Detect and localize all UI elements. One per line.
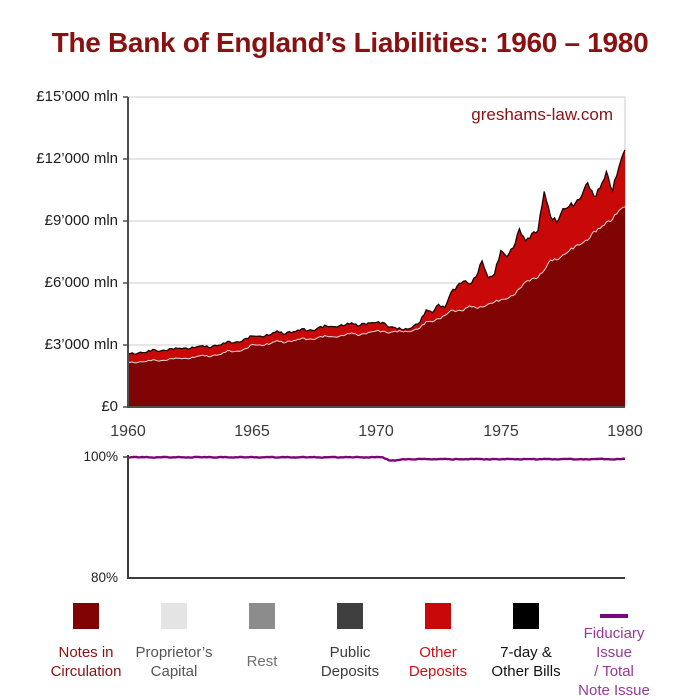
legend-item-7day-other-bills: 7-day & Other Bills bbox=[482, 603, 570, 688]
page-title: The Bank of England’s Liabilities: 1960 … bbox=[51, 27, 649, 58]
legend-item-other-deposits: Other Deposits bbox=[394, 603, 482, 688]
ytick-100pct: 100% bbox=[83, 449, 118, 464]
legend-label: Notes in Circulation bbox=[50, 643, 122, 680]
watermark-link: greshams-law.com bbox=[471, 105, 613, 124]
fiduciary-ratio-line bbox=[127, 455, 626, 462]
legend-label: Fiduciary Issue / Total Note Issue bbox=[578, 624, 650, 700]
legend-item-notes-in-circulation: Notes in Circulation bbox=[42, 603, 130, 688]
legend-label: Public Deposits bbox=[320, 643, 380, 680]
legend-item-rest: Rest bbox=[218, 603, 306, 688]
public-deposits-swatch bbox=[337, 603, 363, 629]
other-deposits-swatch bbox=[425, 603, 451, 629]
xtick-1970: 1970 bbox=[358, 423, 394, 440]
lower-chart-axes bbox=[123, 455, 625, 579]
proprietors-capital-swatch bbox=[161, 603, 187, 629]
legend-item-fiduciary-issue: Fiduciary Issue / Total Note Issue bbox=[570, 603, 658, 700]
ytick-9000: £9’000 mln bbox=[44, 212, 118, 229]
xtick-1980: 1980 bbox=[607, 423, 643, 440]
notes-top-edge-line bbox=[127, 206, 626, 364]
total-top-edge-line bbox=[127, 149, 626, 355]
ytick-80pct: 80% bbox=[90, 570, 118, 585]
seven-day-other-bills-swatch bbox=[513, 603, 539, 629]
legend-label: Proprietor’s Capital bbox=[135, 643, 213, 680]
notes-in-circulation-swatch bbox=[73, 603, 99, 629]
legend-item-proprietors-capital: Proprietor’s Capital bbox=[130, 603, 218, 688]
legend-label: Other Deposits bbox=[408, 643, 468, 680]
xtick-1975: 1975 bbox=[483, 423, 519, 440]
xtick-1960: 1960 bbox=[110, 423, 146, 440]
ytick-12000: £12’000 mln bbox=[36, 150, 118, 167]
legend: Notes in Circulation Proprietor’s Capita… bbox=[42, 603, 658, 700]
rest-swatch bbox=[249, 603, 275, 629]
upper-chart-axes bbox=[127, 97, 625, 408]
notes-in-circulation-area bbox=[128, 206, 625, 407]
ytick-6000: £6’000 mln bbox=[44, 274, 118, 291]
legend-item-public-deposits: Public Deposits bbox=[306, 603, 394, 688]
fiduciary-issue-line-swatch bbox=[600, 614, 628, 618]
ytick-0: £0 bbox=[101, 398, 118, 415]
ytick-15000: £15’000 mln bbox=[36, 88, 118, 105]
ytick-3000: £3’000 mln bbox=[44, 336, 118, 353]
xtick-1965: 1965 bbox=[234, 423, 270, 440]
legend-label: 7-day & Other Bills bbox=[491, 643, 561, 680]
legend-label: Rest bbox=[246, 653, 278, 671]
